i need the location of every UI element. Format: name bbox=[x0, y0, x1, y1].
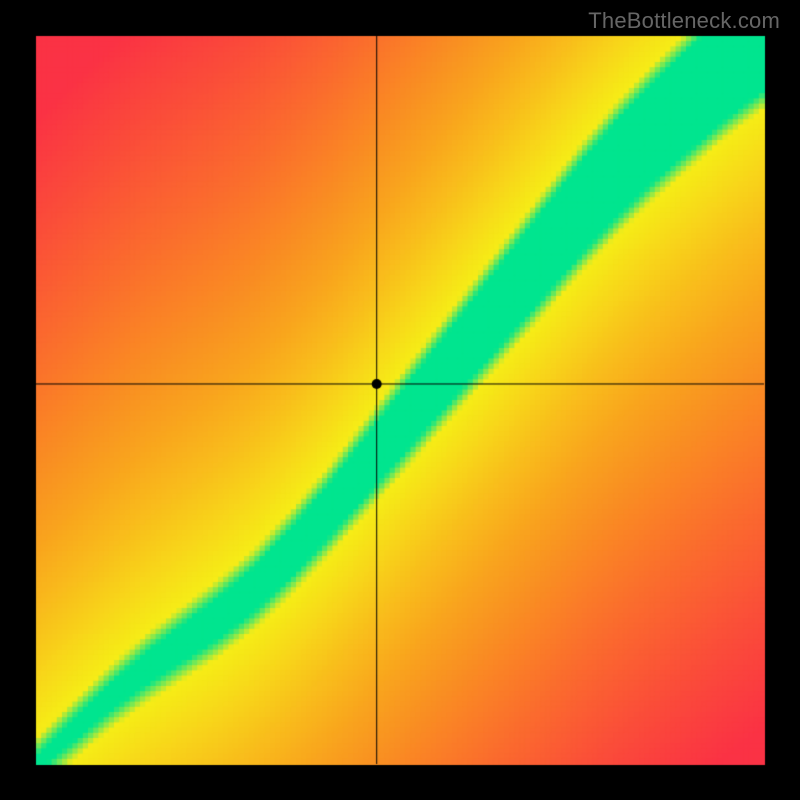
watermark-text: TheBottleneck.com bbox=[588, 8, 780, 34]
chart-container: TheBottleneck.com bbox=[0, 0, 800, 800]
bottleneck-heatmap bbox=[0, 0, 800, 800]
